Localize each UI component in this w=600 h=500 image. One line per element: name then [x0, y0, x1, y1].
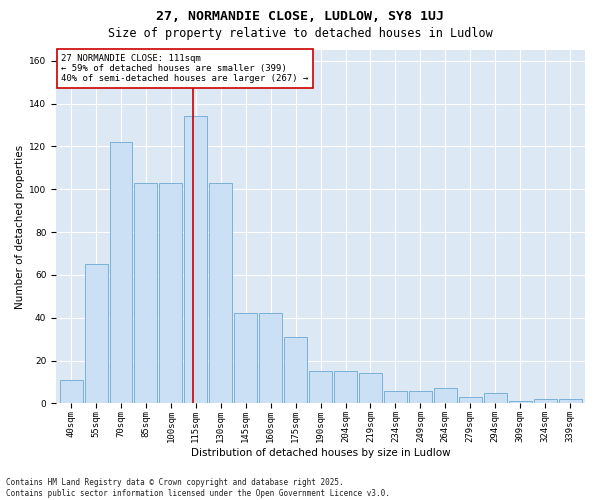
Bar — [409, 390, 432, 404]
Bar — [334, 372, 357, 404]
Bar — [484, 392, 506, 404]
Bar — [234, 314, 257, 404]
Bar — [259, 314, 282, 404]
Bar — [459, 397, 482, 404]
Bar — [509, 402, 532, 404]
Bar — [110, 142, 133, 404]
Bar — [184, 116, 208, 404]
Bar — [559, 399, 581, 404]
Text: 27 NORMANDIE CLOSE: 111sqm
← 59% of detached houses are smaller (399)
40% of sem: 27 NORMANDIE CLOSE: 111sqm ← 59% of deta… — [61, 54, 308, 84]
Bar — [284, 337, 307, 404]
Bar — [209, 183, 232, 404]
Bar — [309, 372, 332, 404]
Bar — [134, 183, 157, 404]
X-axis label: Distribution of detached houses by size in Ludlow: Distribution of detached houses by size … — [191, 448, 451, 458]
Bar — [85, 264, 107, 404]
Text: Size of property relative to detached houses in Ludlow: Size of property relative to detached ho… — [107, 28, 493, 40]
Bar — [384, 390, 407, 404]
Bar — [160, 183, 182, 404]
Bar — [59, 380, 83, 404]
Text: Contains HM Land Registry data © Crown copyright and database right 2025.
Contai: Contains HM Land Registry data © Crown c… — [6, 478, 390, 498]
Bar — [533, 399, 557, 404]
Bar — [434, 388, 457, 404]
Text: 27, NORMANDIE CLOSE, LUDLOW, SY8 1UJ: 27, NORMANDIE CLOSE, LUDLOW, SY8 1UJ — [156, 10, 444, 23]
Y-axis label: Number of detached properties: Number of detached properties — [15, 144, 25, 309]
Bar — [359, 374, 382, 404]
